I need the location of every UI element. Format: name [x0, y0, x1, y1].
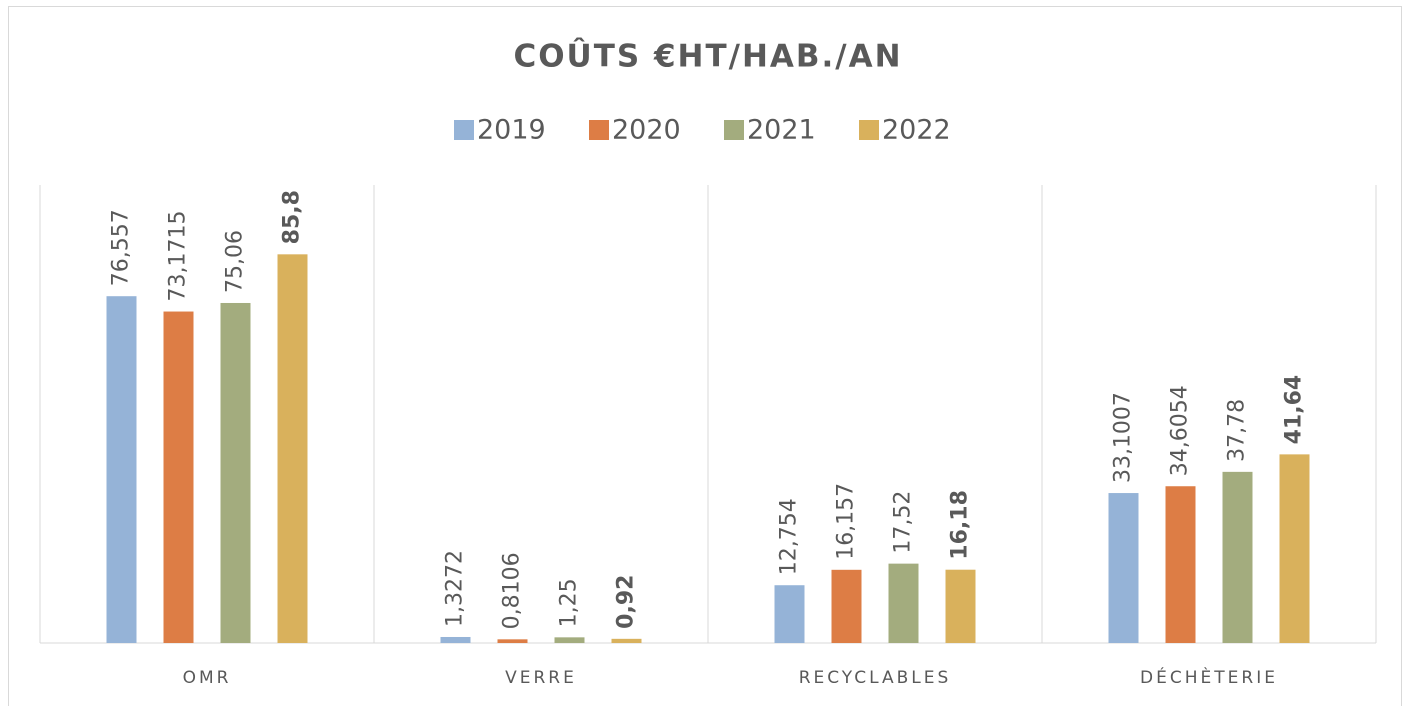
data-label: 33,1007 — [1111, 392, 1136, 483]
bar — [106, 296, 137, 643]
legend-swatch — [859, 120, 879, 140]
x-tick-label: OMR — [183, 668, 232, 688]
bar — [497, 639, 528, 643]
data-label: 41,64 — [1282, 375, 1307, 445]
data-label: 0,8106 — [500, 552, 525, 629]
legend-label: 2021 — [747, 115, 816, 146]
bar — [888, 563, 919, 643]
data-label: 85,8 — [280, 190, 305, 244]
legend-swatch — [589, 120, 609, 140]
data-label: 34,6054 — [1168, 385, 1193, 476]
bar — [220, 302, 251, 643]
data-label: 76,557 — [109, 209, 134, 286]
data-label: 1,25 — [557, 578, 582, 627]
bar — [1108, 493, 1139, 643]
bar — [1279, 454, 1310, 643]
data-label: 16,157 — [834, 483, 859, 560]
data-label: 0,92 — [614, 575, 639, 629]
bar — [554, 637, 585, 643]
legend-swatch — [724, 120, 744, 140]
bar — [1165, 486, 1196, 643]
bar — [1222, 471, 1253, 643]
data-label: 37,78 — [1225, 399, 1250, 462]
data-label: 75,06 — [223, 230, 248, 293]
x-tick-label: RECYCLABLES — [799, 668, 952, 688]
legend-label: 2022 — [882, 115, 951, 146]
bar — [277, 254, 308, 644]
bar — [440, 636, 471, 643]
bar — [945, 569, 976, 643]
data-label: 1,3272 — [443, 550, 468, 627]
bar — [774, 585, 805, 643]
data-label: 16,18 — [948, 490, 973, 560]
legend-label: 2019 — [477, 115, 546, 146]
x-tick-label: VERRE — [505, 668, 577, 688]
data-label: 73,1715 — [166, 211, 191, 302]
bar — [163, 311, 194, 643]
bar — [831, 569, 862, 643]
legend-label: 2020 — [612, 115, 681, 146]
data-label: 12,754 — [777, 498, 802, 575]
bar — [611, 638, 642, 643]
x-tick-label: DÉCHÈTERIE — [1140, 666, 1278, 688]
data-label: 17,52 — [891, 491, 916, 554]
chart-title: COÛTS €HT/HAB./AN — [513, 38, 902, 75]
legend-swatch — [454, 120, 474, 140]
